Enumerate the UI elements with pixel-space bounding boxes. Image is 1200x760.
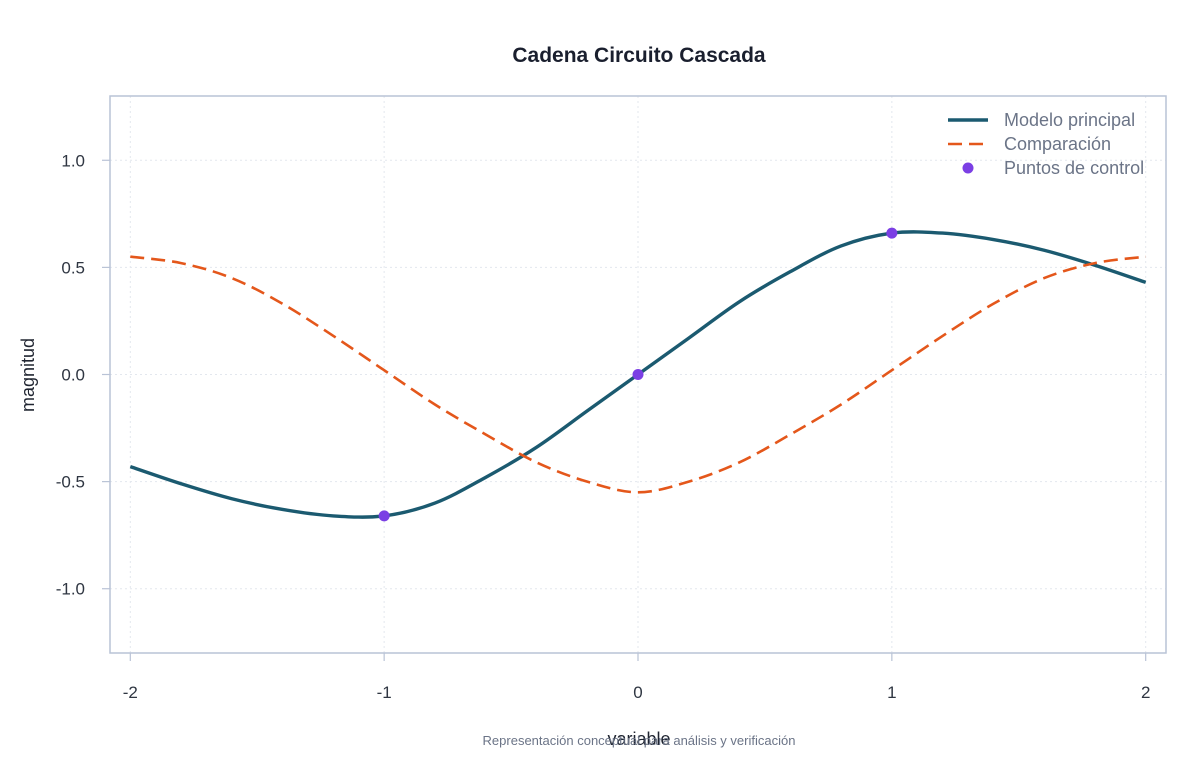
chart-title: Cadena Circuito Cascada bbox=[512, 44, 766, 67]
x-tick-label: -1 bbox=[377, 683, 392, 702]
legend-item: Modelo principal bbox=[948, 110, 1135, 130]
y-axis-label: magnitud bbox=[18, 338, 38, 412]
chart-caption: Representación conceptual para análisis … bbox=[483, 733, 796, 748]
legend: Modelo principal Comparación Puntos de con… bbox=[948, 110, 1144, 178]
series-layer bbox=[129, 227, 1147, 522]
legend-label: Puntos de control bbox=[1004, 158, 1144, 178]
legend-label: Modelo principal bbox=[1004, 110, 1135, 130]
control-point bbox=[886, 227, 898, 239]
x-tick-label: 0 bbox=[633, 683, 642, 702]
y-tick-label: -1.0 bbox=[56, 580, 85, 599]
y-tick-label: 0.5 bbox=[61, 258, 85, 277]
legend-label: Comparación bbox=[1004, 134, 1111, 154]
x-tick-label: 2 bbox=[1141, 683, 1150, 702]
x-tick-label: -2 bbox=[123, 683, 138, 702]
grid bbox=[110, 96, 1166, 653]
y-tick-label: -0.5 bbox=[56, 473, 85, 492]
x-axis-label: variable bbox=[607, 729, 670, 749]
legend-item: Comparación bbox=[948, 134, 1111, 154]
control-point bbox=[632, 369, 644, 380]
legend-swatch-points bbox=[962, 162, 974, 174]
y-tick-label: 1.0 bbox=[61, 151, 85, 170]
control-point bbox=[378, 510, 390, 522]
axis-ticks: -2 -1 0 1 2 -1.0 -0.5 0.0 0.5 1.0 bbox=[56, 151, 1151, 702]
y-tick-label: 0.0 bbox=[61, 366, 85, 385]
legend-item: Puntos de control bbox=[962, 158, 1144, 178]
comparison-line bbox=[130, 255, 1146, 494]
x-tick-label: 1 bbox=[887, 683, 896, 702]
